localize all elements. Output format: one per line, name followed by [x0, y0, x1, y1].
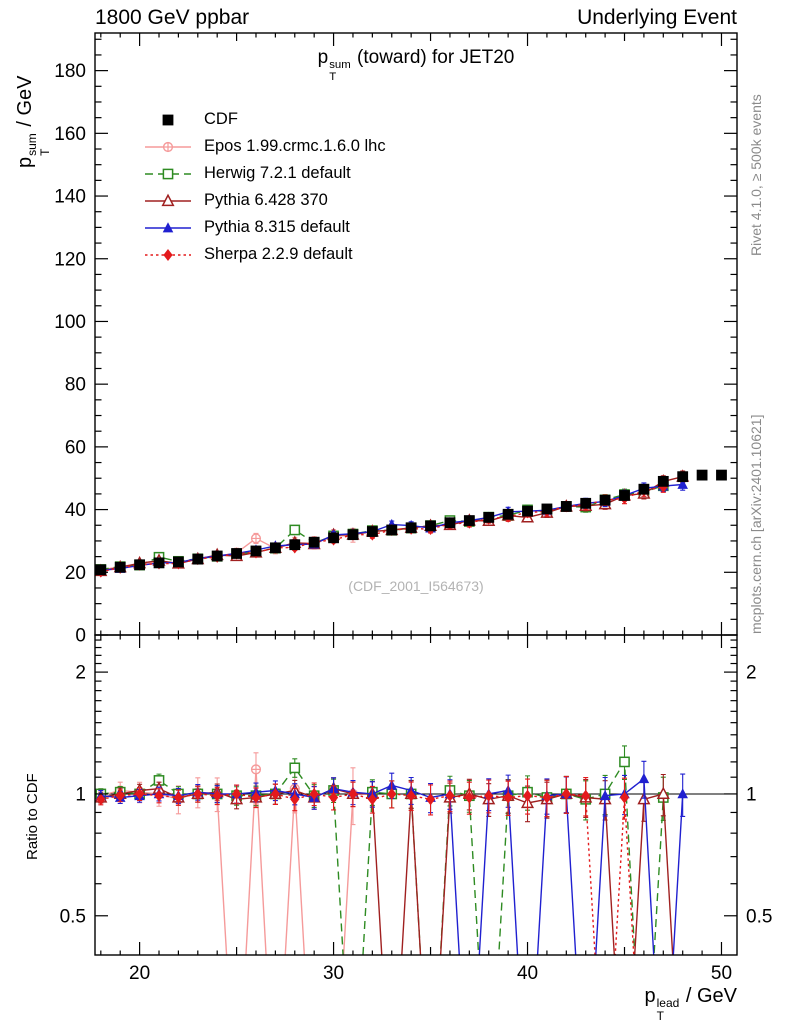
legend-item-label: Sherpa 2.2.9 default: [204, 245, 353, 263]
svg-text:40: 40: [65, 500, 86, 521]
svg-text:1: 1: [75, 784, 86, 805]
y-axis-title-p: p: [14, 156, 36, 168]
svg-text:180: 180: [54, 61, 86, 82]
plot-title-rest: (toward) for JET20: [351, 47, 515, 68]
mcplots-attribution-note: mcplots.cern.ch [arXiv:2401.10621]: [748, 414, 764, 634]
legend-item-cdf: CDF: [142, 106, 386, 133]
legend-item-label: Pythia 8.315 default: [204, 218, 350, 236]
analysis-id-watermark: (CDF_2001_I564673): [348, 578, 484, 594]
plot-title-p: p: [317, 47, 329, 68]
y-axis-title-sub: T: [37, 148, 52, 156]
ratio-axis-title: Ratio to CDF: [24, 773, 41, 860]
x-axis-title-sub: T: [656, 1008, 664, 1023]
axes: 20 30 40 50 0 20 40 60 80 100 120 140 160 180 0.5 0.5 1 1…: [54, 32, 772, 984]
svg-text:2: 2: [746, 663, 757, 684]
svg-text:100: 100: [54, 312, 86, 333]
plot-title-sup: sum: [329, 59, 351, 72]
svg-text:160: 160: [54, 124, 86, 145]
x-axis-title-rest: / GeV: [680, 985, 737, 1007]
svg-text:0.5: 0.5: [746, 906, 772, 927]
legend-item-pythia8: Pythia 8.315 default: [142, 214, 386, 241]
epos-marker-icon: [145, 141, 191, 152]
pythia8-marker-icon: [145, 221, 191, 232]
pythia6-marker-icon: [145, 193, 191, 206]
ratio-panel-frame: [94, 634, 738, 956]
legend-item-herwig: Herwig 7.2.1 default: [142, 160, 386, 187]
legend-item-label: Pythia 6.428 370: [204, 191, 328, 209]
legend-item-epos: Epos 1.99.crmc.1.6.0 lhc: [142, 133, 386, 160]
legend-item-pythia6: Pythia 6.428 370: [142, 187, 386, 214]
x-axis-title-p: p: [644, 985, 656, 1007]
plot-title: p sum T (toward) for JET20: [95, 47, 737, 84]
legend-item-sherpa: Sherpa 2.2.9 default: [142, 241, 386, 268]
legend-item-label: Herwig 7.2.1 default: [204, 164, 351, 182]
svg-text:0: 0: [75, 626, 86, 647]
plot-title-subsup: sum T: [329, 59, 351, 84]
series-herwig-ratio: [95, 745, 669, 955]
svg-text:1: 1: [746, 784, 757, 805]
sherpa-marker-icon: [145, 248, 191, 261]
legend: CDF Epos 1.99.crmc.1.6.0 lhc Herwig 7.2.1 …: [142, 106, 386, 268]
header-analysis-type: Underlying Event: [577, 6, 737, 29]
svg-text:140: 140: [54, 187, 86, 208]
svg-text:60: 60: [65, 437, 86, 458]
x-axis-title: p lead T / GeV: [497, 985, 737, 1023]
series-sherpa-ratio: [96, 775, 635, 955]
svg-text:40: 40: [517, 963, 538, 984]
legend-item-label: Epos 1.99.crmc.1.6.0 lhc: [204, 137, 386, 155]
x-axis-title-sup: lead: [656, 996, 680, 1011]
plot-title-sub: T: [329, 71, 337, 84]
svg-text:20: 20: [129, 963, 150, 984]
rivet-version-note: Rivet 4.1.0, ≥ 500k events: [748, 94, 764, 256]
svg-text:120: 120: [54, 249, 86, 270]
x-axis-title-subsup: lead T: [657, 997, 680, 1022]
svg-text:2: 2: [75, 663, 86, 684]
svg-text:30: 30: [323, 963, 344, 984]
legend-item-label: CDF: [204, 110, 238, 128]
svg-text:0.5: 0.5: [60, 906, 86, 927]
plot-header: 1800 GeV ppbar Underlying Event: [95, 6, 737, 30]
svg-text:50: 50: [711, 963, 732, 984]
series-cdf-main: [95, 469, 727, 576]
y-axis-title: p sum T / GeV: [14, 76, 52, 169]
y-axis-title-rest: / GeV: [14, 75, 36, 133]
svg-text:80: 80: [65, 375, 86, 396]
cdf-marker-icon: [162, 114, 174, 125]
svg-text:20: 20: [65, 563, 86, 584]
y-axis-title-subsup: sum T: [25, 133, 52, 156]
header-beam-energy: 1800 GeV ppbar: [95, 6, 250, 29]
herwig-marker-icon: [145, 168, 191, 179]
